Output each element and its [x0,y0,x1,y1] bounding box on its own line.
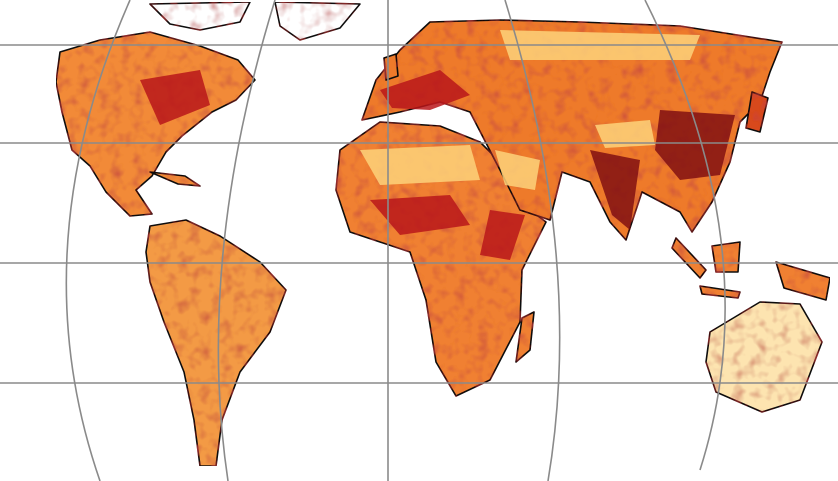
meridian [644,0,726,471]
java [699,285,741,299]
meridian [217,0,276,481]
south-america [145,219,287,467]
hotspot-europe [380,70,470,110]
intensity-overlays [140,30,735,260]
pale-tibet [595,120,655,148]
pale-sahara [360,145,480,185]
hotspot-east-africa [480,210,525,260]
sumatra [671,237,707,279]
meridian [65,0,131,481]
new-guinea [775,261,831,301]
hotspot-west-africa [370,195,470,235]
japan [745,91,769,133]
arctic-islands [149,1,251,31]
hotspot-us-east [140,70,210,125]
hotspot-india [590,150,640,230]
uk [383,53,399,81]
borneo [711,241,741,273]
north-america [55,31,256,217]
madagascar [515,311,535,363]
hotspot-china [655,110,735,180]
meridian [504,0,561,481]
australia [705,301,823,413]
cuba [149,171,201,187]
land-masses [55,1,831,467]
greenland [274,1,361,41]
pale-arabia [495,150,540,190]
